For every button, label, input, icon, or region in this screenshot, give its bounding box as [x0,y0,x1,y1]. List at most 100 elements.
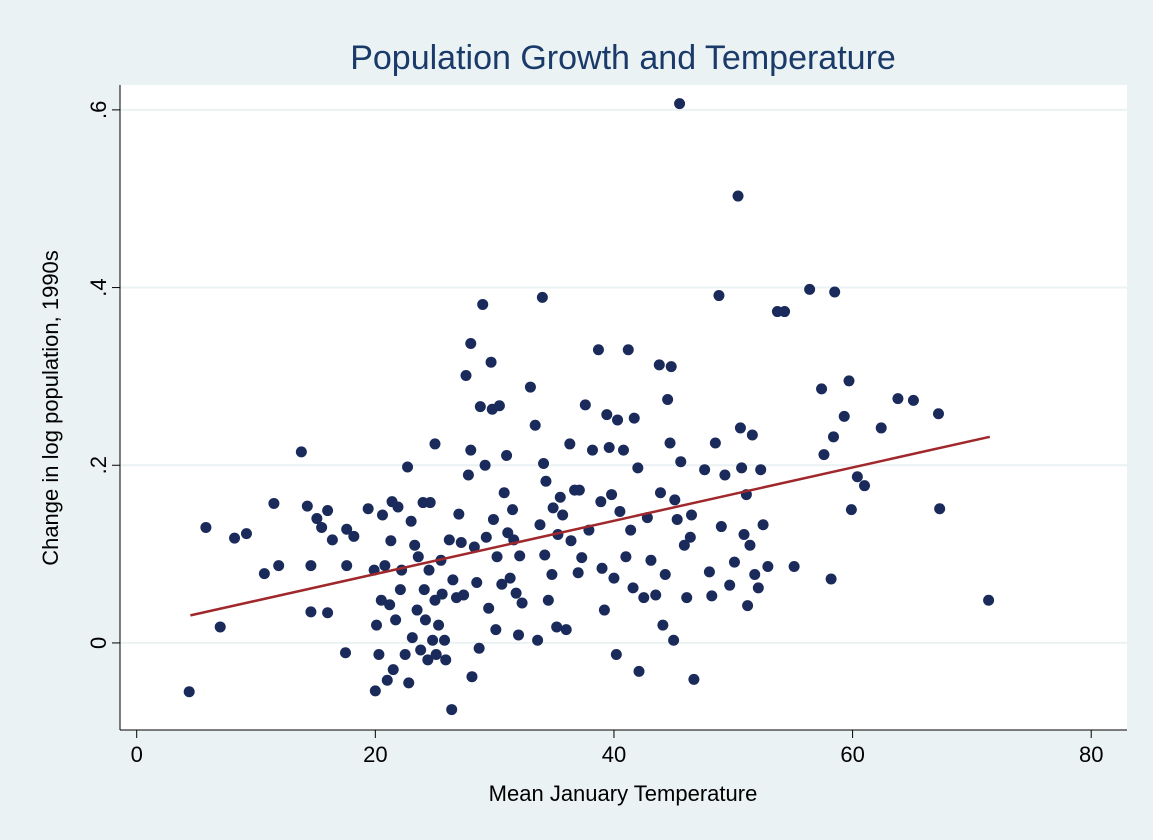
point [480,531,492,543]
point [788,561,800,573]
point [565,535,577,547]
point [804,283,816,295]
point [892,393,904,405]
point [827,431,839,443]
point [399,648,411,660]
point [369,685,381,697]
point [479,459,491,471]
point [573,484,585,496]
point [443,534,455,546]
y-tick-label: 0 [86,637,111,649]
point [532,634,544,646]
point [491,551,503,563]
point [742,600,754,612]
point [200,521,212,533]
point [612,414,624,426]
point [390,614,402,626]
point [829,286,841,298]
point [305,560,317,572]
point [411,604,423,616]
point [466,671,478,683]
point [551,621,563,633]
point [572,567,584,579]
point [362,503,374,515]
point [645,554,657,566]
point [507,504,519,516]
point [669,494,681,506]
point [540,475,552,487]
point [487,513,499,525]
point [516,597,528,609]
point [381,674,393,686]
point [816,383,828,395]
point [446,704,458,716]
point [340,647,352,659]
point [536,291,548,303]
point [542,594,554,606]
point [341,523,353,535]
point [845,504,857,516]
point [688,673,700,685]
point [838,410,850,422]
point [403,677,415,689]
point [376,509,388,521]
point [474,401,486,413]
point [934,503,946,515]
point [746,429,758,441]
point [268,497,280,509]
fit-line [190,435,991,617]
point [546,569,558,581]
point [440,654,452,666]
point [762,561,774,573]
point [671,513,683,525]
point [473,642,485,654]
point [579,399,591,411]
point [724,579,736,591]
point [534,519,546,531]
point [638,592,650,604]
point [460,370,472,382]
point [471,577,483,589]
point [258,568,270,580]
point [596,562,608,574]
point [843,375,855,387]
point [875,422,887,434]
point [483,602,495,614]
point [453,508,465,520]
point [477,298,489,310]
point [728,556,740,568]
point [455,537,467,549]
point [439,634,451,646]
point [371,619,383,631]
point [757,519,769,531]
point [818,449,830,461]
plot-area [120,85,1127,730]
point [699,464,711,476]
point [385,535,397,547]
point [650,589,662,601]
point [703,566,715,578]
point [447,574,459,586]
point [322,505,334,517]
point [305,606,317,618]
point [614,505,626,517]
point [539,549,551,561]
x-tick-label: 20 [363,742,387,767]
point [715,521,727,533]
point [373,648,385,660]
point [592,344,604,356]
point [514,550,526,562]
point [273,560,285,572]
point [684,531,696,543]
point [394,584,406,596]
point [498,487,510,499]
point [664,437,676,449]
y-tick-label: .2 [86,456,111,474]
point [429,438,441,450]
point [625,524,637,536]
chart-title: Population Growth and Temperature [350,39,896,77]
point [504,572,516,584]
point [932,408,944,420]
